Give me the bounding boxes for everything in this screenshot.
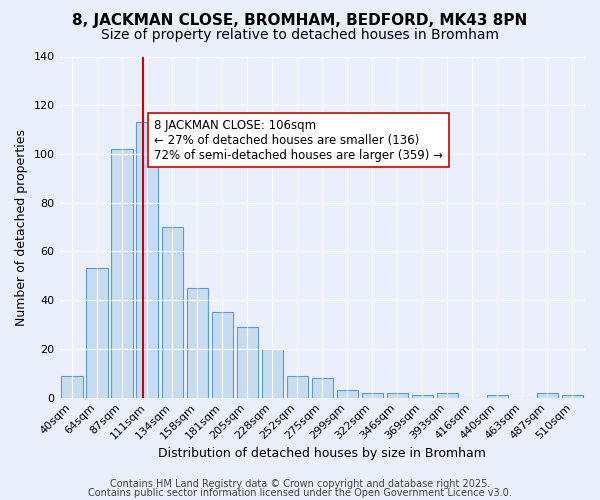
Bar bbox=[236, 327, 258, 398]
Bar bbox=[537, 392, 558, 398]
Y-axis label: Number of detached properties: Number of detached properties bbox=[15, 128, 28, 326]
Bar bbox=[86, 268, 108, 398]
Bar bbox=[112, 149, 133, 398]
Bar bbox=[311, 378, 333, 398]
Bar bbox=[437, 392, 458, 398]
Bar bbox=[161, 227, 183, 398]
Bar bbox=[562, 395, 583, 398]
X-axis label: Distribution of detached houses by size in Bromham: Distribution of detached houses by size … bbox=[158, 447, 486, 460]
Bar bbox=[61, 376, 83, 398]
Text: Contains HM Land Registry data © Crown copyright and database right 2025.: Contains HM Land Registry data © Crown c… bbox=[110, 479, 490, 489]
Bar bbox=[212, 312, 233, 398]
Bar bbox=[187, 288, 208, 398]
Text: Contains public sector information licensed under the Open Government Licence v3: Contains public sector information licen… bbox=[88, 488, 512, 498]
Bar bbox=[387, 392, 408, 398]
Bar bbox=[412, 395, 433, 398]
Text: 8 JACKMAN CLOSE: 106sqm
← 27% of detached houses are smaller (136)
72% of semi-d: 8 JACKMAN CLOSE: 106sqm ← 27% of detache… bbox=[154, 118, 443, 162]
Text: Size of property relative to detached houses in Bromham: Size of property relative to detached ho… bbox=[101, 28, 499, 42]
Bar bbox=[262, 349, 283, 398]
Bar bbox=[487, 395, 508, 398]
Bar bbox=[136, 122, 158, 398]
Bar bbox=[287, 376, 308, 398]
Bar bbox=[337, 390, 358, 398]
Bar bbox=[362, 392, 383, 398]
Text: 8, JACKMAN CLOSE, BROMHAM, BEDFORD, MK43 8PN: 8, JACKMAN CLOSE, BROMHAM, BEDFORD, MK43… bbox=[73, 12, 527, 28]
